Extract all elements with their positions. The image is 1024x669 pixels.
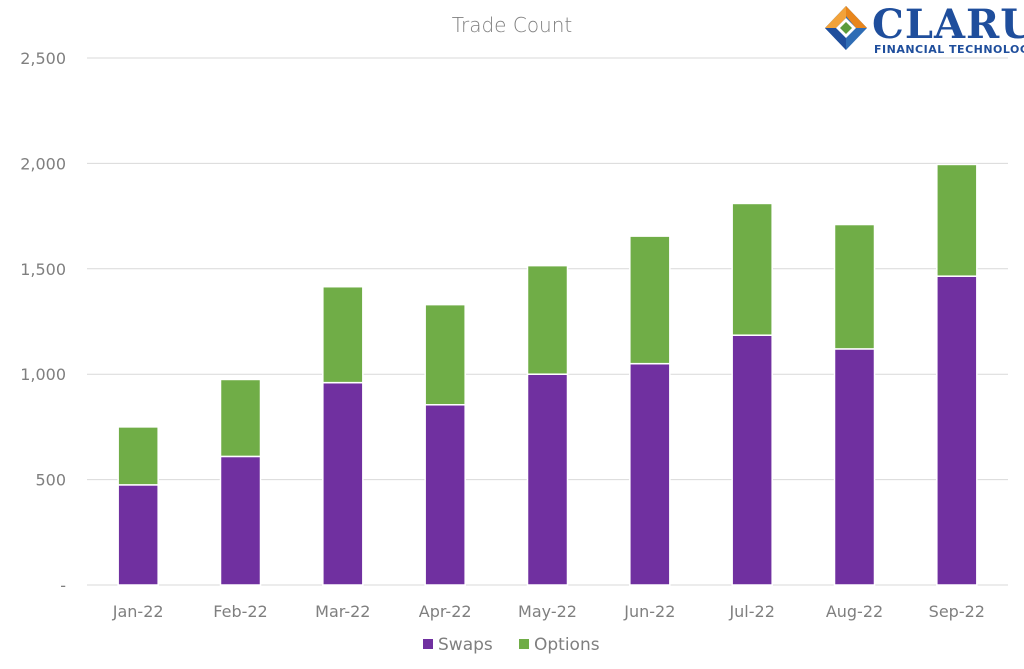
bar-options [219, 378, 262, 458]
bar-swaps [936, 275, 978, 586]
bar-options [629, 235, 671, 365]
bar-options [117, 426, 159, 486]
y-tick-label: 2,000 [20, 154, 66, 173]
bar-options [526, 264, 569, 375]
logo-wordmark: CLARUS [872, 1, 1024, 48]
y-axis: - 500 1,000 1,500 2,000 2,500 [20, 49, 66, 595]
x-axis: Jan-22 Feb-22 Mar-22 Apr-22 May-22 Jun-22 Jul-… [112, 602, 985, 621]
bar-swaps [322, 381, 364, 586]
y-tick-label: - [60, 576, 66, 595]
x-tick-label: Feb-22 [213, 602, 267, 621]
bar-options [322, 285, 364, 384]
x-tick-label: Aug-22 [826, 602, 883, 621]
bar-swaps [219, 455, 262, 586]
legend-swatch-swaps [423, 639, 433, 649]
bar-swaps [526, 373, 569, 586]
x-tick-label: Apr-22 [419, 602, 472, 621]
x-tick-label: Mar-22 [315, 602, 370, 621]
legend-label-swaps: Swaps [438, 635, 493, 655]
bar-options [731, 202, 773, 336]
x-tick-label: Sep-22 [929, 602, 985, 621]
bar-swaps [424, 404, 466, 586]
x-tick-label: May-22 [518, 602, 577, 621]
bar-swaps [731, 334, 773, 586]
clarus-logo: CLARUS FINANCIAL TECHNOLOGY [825, 1, 1024, 56]
chart-title: Trade Count [452, 13, 573, 37]
logo-tagline: FINANCIAL TECHNOLOGY [874, 43, 1024, 56]
x-tick-label: Jun-22 [623, 602, 675, 621]
bar-swaps [629, 362, 671, 586]
x-tick-label: Jul-22 [728, 602, 774, 621]
bar-options [833, 223, 876, 350]
y-tick-label: 1,000 [20, 365, 66, 384]
y-tick-label: 1,500 [20, 260, 66, 279]
legend-swatch-options [519, 639, 529, 649]
bar-options [936, 163, 978, 277]
y-tick-label: 500 [35, 471, 66, 490]
clarus-diamond-icon [825, 6, 867, 50]
legend: Swaps Options [423, 635, 600, 655]
x-tick-label: Jan-22 [112, 602, 164, 621]
bars [117, 163, 978, 586]
y-tick-label: 2,500 [20, 49, 66, 68]
bar-swaps [833, 348, 876, 586]
bar-options [424, 303, 466, 406]
bar-swaps [117, 484, 159, 586]
legend-label-options: Options [534, 635, 600, 655]
